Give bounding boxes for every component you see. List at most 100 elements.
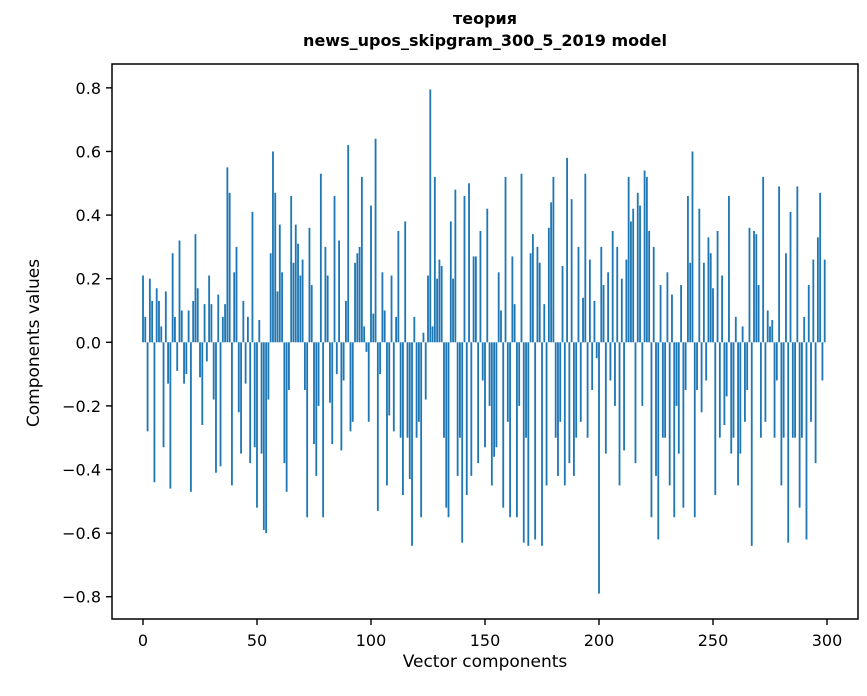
bar xyxy=(164,291,167,343)
bar xyxy=(235,246,238,343)
bar xyxy=(570,199,573,343)
bar xyxy=(189,342,192,492)
bar xyxy=(317,342,320,406)
bar xyxy=(383,310,386,343)
bar xyxy=(443,342,445,438)
bar xyxy=(354,262,356,343)
bar xyxy=(408,342,411,480)
bar xyxy=(509,342,511,518)
bar xyxy=(269,253,272,343)
bar xyxy=(675,342,678,406)
bar xyxy=(643,170,646,343)
bar xyxy=(821,342,824,381)
bar xyxy=(582,297,584,343)
bar xyxy=(224,304,226,343)
bar xyxy=(242,300,245,343)
bar xyxy=(429,89,432,343)
bar xyxy=(648,230,651,343)
bar xyxy=(812,259,815,343)
bar xyxy=(155,288,158,343)
bar xyxy=(454,189,457,343)
bar xyxy=(775,342,778,381)
bar xyxy=(404,221,407,343)
bar xyxy=(680,285,682,343)
bar xyxy=(445,342,448,508)
bar xyxy=(422,332,425,343)
bar xyxy=(645,176,648,343)
bar xyxy=(447,342,450,518)
bar xyxy=(474,256,477,343)
y-tick-label: 0.8 xyxy=(76,79,101,98)
bar xyxy=(219,342,222,467)
bar xyxy=(500,310,502,343)
bar xyxy=(144,316,147,343)
bar xyxy=(525,342,527,438)
bar xyxy=(753,230,755,343)
bar xyxy=(185,342,188,375)
bar xyxy=(395,316,397,343)
bar xyxy=(281,272,283,343)
bar xyxy=(794,342,796,438)
bar xyxy=(609,342,612,381)
bar xyxy=(210,304,213,343)
bar xyxy=(791,342,794,438)
bar xyxy=(433,176,436,343)
bar xyxy=(376,342,379,511)
bar xyxy=(244,342,247,384)
x-axis-label: Vector components xyxy=(402,652,568,672)
bar xyxy=(641,342,644,406)
bar xyxy=(402,342,404,495)
bar xyxy=(226,167,229,343)
bar xyxy=(739,342,742,454)
bar xyxy=(331,342,334,445)
bar xyxy=(591,342,594,391)
bar xyxy=(746,342,749,391)
bar xyxy=(664,342,667,438)
bar xyxy=(390,275,393,343)
bar xyxy=(623,342,625,451)
bar xyxy=(294,224,297,343)
bar xyxy=(221,316,224,343)
bar xyxy=(310,285,313,343)
bar xyxy=(246,316,249,343)
bar xyxy=(577,246,580,343)
bar xyxy=(650,342,653,518)
bar xyxy=(554,342,557,438)
bar xyxy=(153,342,156,483)
bar xyxy=(780,342,783,486)
bar xyxy=(748,227,751,343)
bar xyxy=(388,342,391,416)
y-tick-label: 0.2 xyxy=(76,270,101,289)
bar xyxy=(497,272,500,343)
bar xyxy=(511,256,514,343)
x-tick-label: 0 xyxy=(138,631,148,650)
bar xyxy=(595,342,598,359)
bar xyxy=(427,275,429,343)
y-tick-label: 0.4 xyxy=(76,206,101,225)
bar xyxy=(816,237,819,343)
bar xyxy=(249,342,252,464)
bar xyxy=(148,278,151,343)
bar xyxy=(276,291,279,343)
bar xyxy=(518,342,521,406)
bar xyxy=(803,316,806,343)
bar xyxy=(285,342,288,492)
bar xyxy=(192,300,195,343)
bar xyxy=(534,342,537,540)
bar xyxy=(363,326,366,343)
bar xyxy=(486,208,489,343)
bar xyxy=(607,272,610,343)
bar xyxy=(541,342,543,546)
bar xyxy=(810,342,812,422)
bar xyxy=(655,342,657,476)
bar xyxy=(602,285,605,343)
bar xyxy=(272,151,274,343)
bar xyxy=(399,342,402,438)
x-tick-label: 50 xyxy=(247,631,267,650)
bar xyxy=(367,342,370,422)
bar xyxy=(167,342,169,384)
bar xyxy=(732,342,735,438)
bar xyxy=(561,265,564,343)
bar xyxy=(787,342,790,543)
bar xyxy=(146,342,149,432)
